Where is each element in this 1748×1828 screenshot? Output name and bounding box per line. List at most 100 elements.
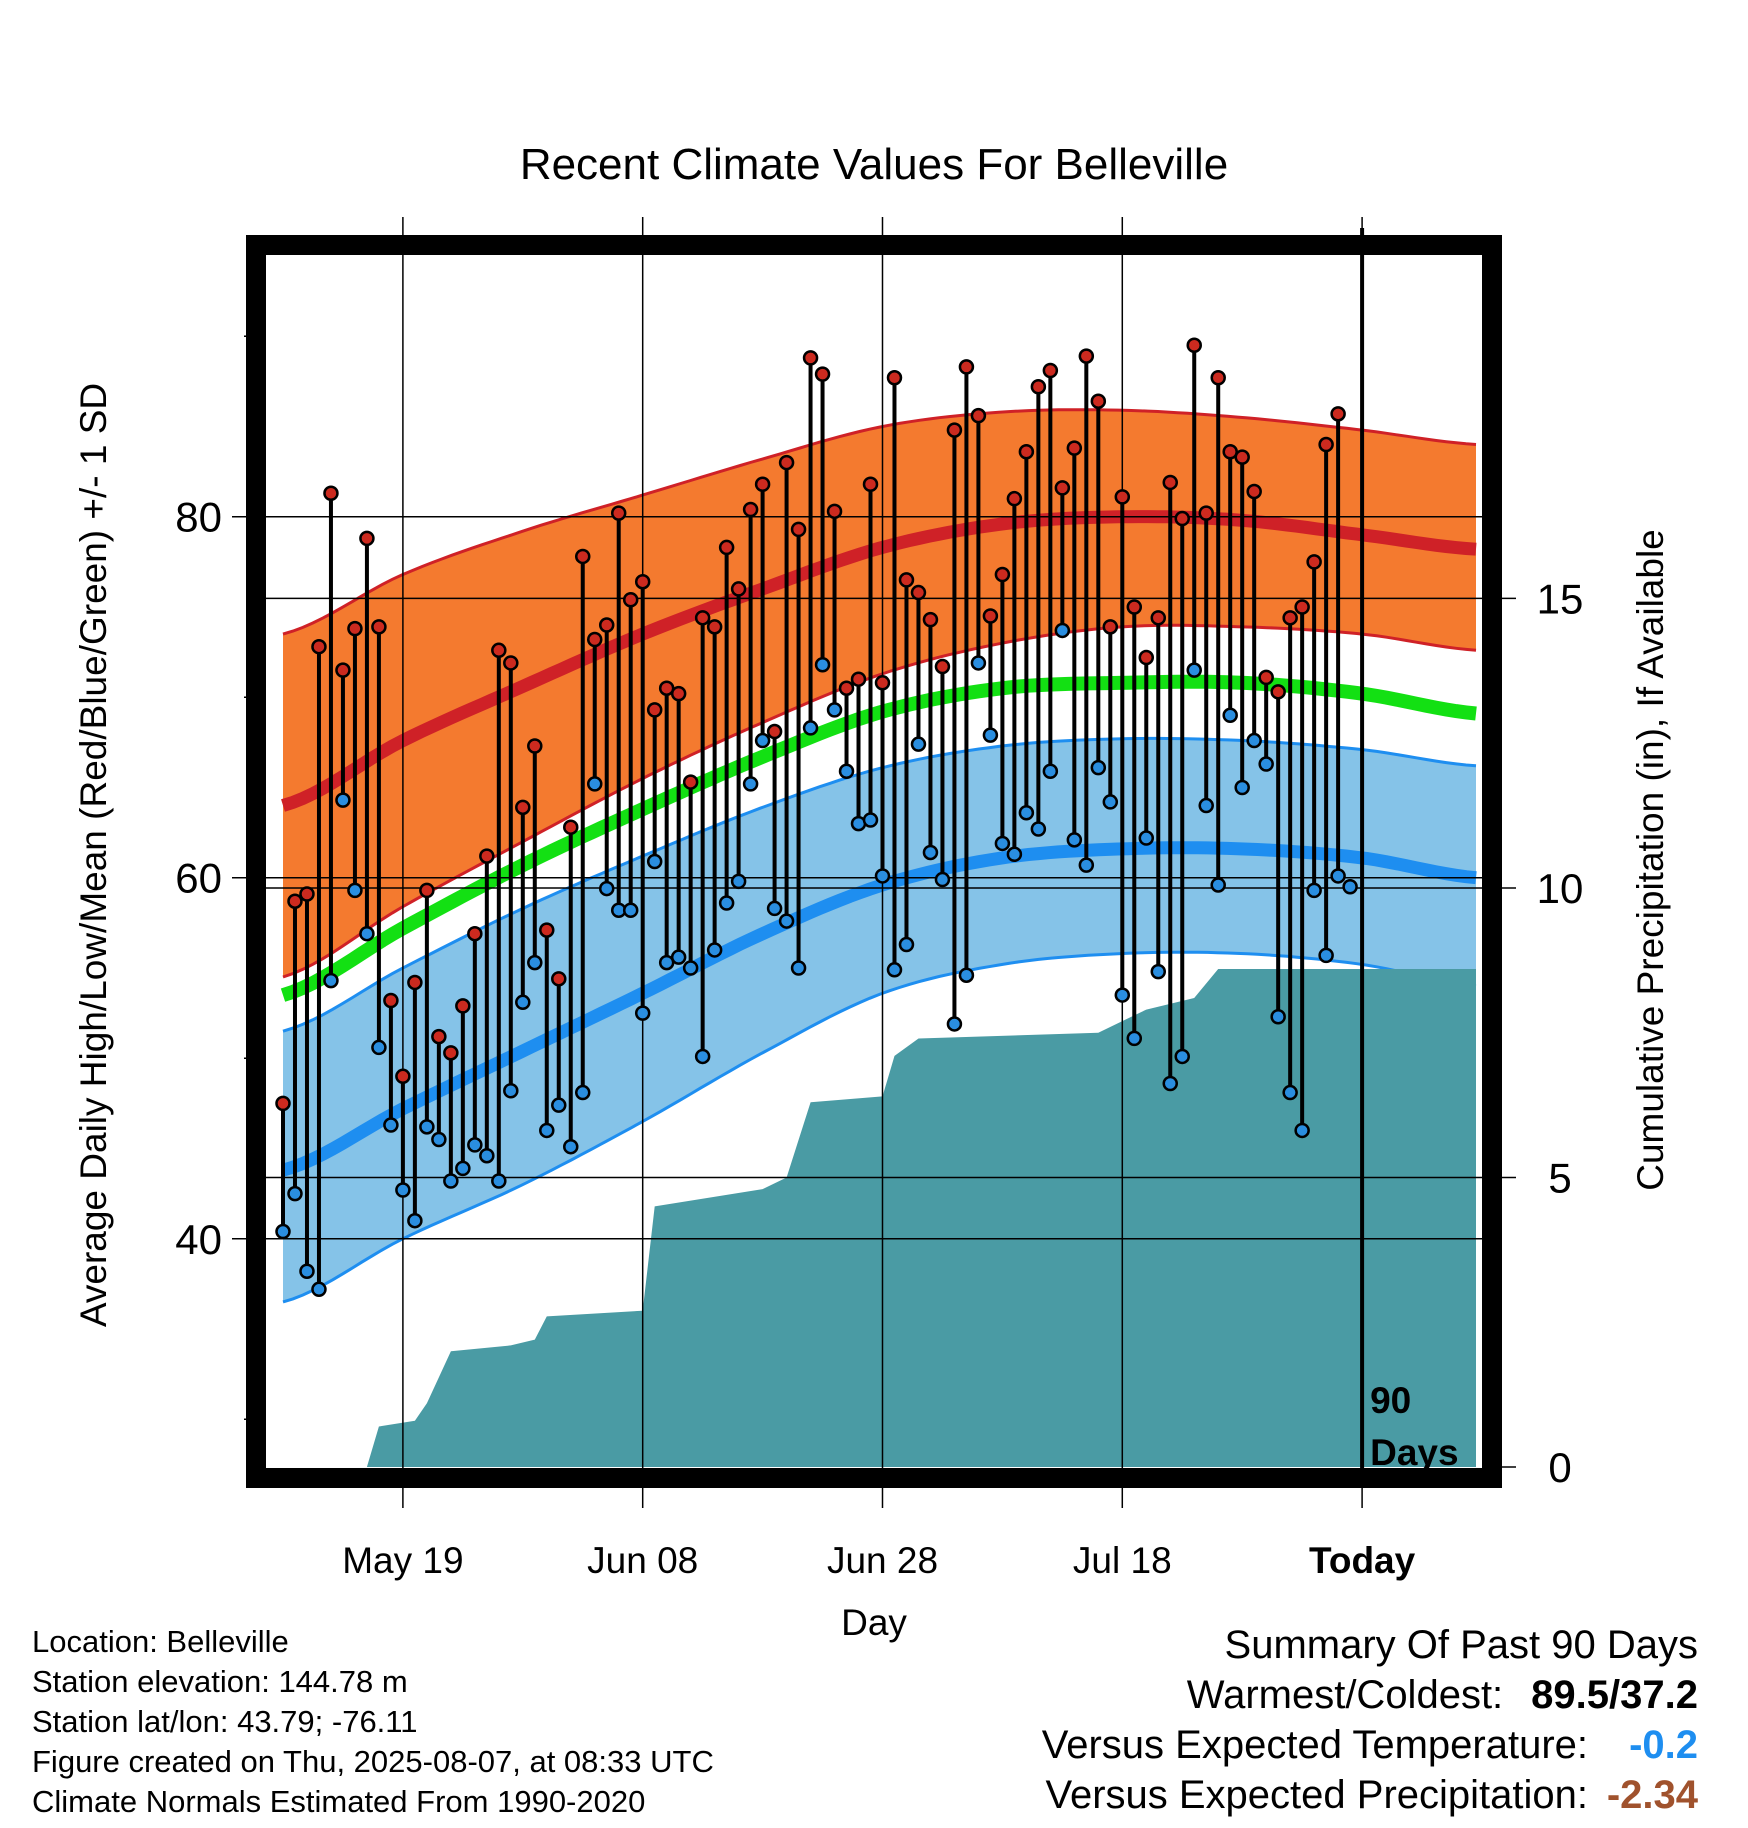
daily-low-point [1258,756,1274,772]
daily-high-point [1282,610,1298,626]
y2-tick-label: 15 [1537,575,1584,622]
daily-high-point [1246,483,1262,500]
station-info: Location: Belleville Station elevation: … [32,1622,714,1822]
daily-high-point [694,610,711,626]
daily-low-point [922,844,939,861]
daily-low-point [383,1117,399,1133]
daily-low-point [982,727,999,743]
summary-temp-value: -0.2 [1629,1723,1698,1767]
daily-low-point [814,656,831,673]
daily-low-point [934,871,951,888]
daily-high-point [994,566,1011,583]
daily-low-point [1066,832,1083,848]
daily-high-point [275,1095,291,1112]
daily-high-point [1114,489,1131,505]
daily-high-point [515,799,531,816]
y-axis-label: Average Daily High/Low/Mean (Red/Blue/Gr… [73,383,114,1327]
daily-high-point [1006,490,1023,507]
daily-low-point [1102,794,1119,810]
summary-warmest-value: 89.5/37.2 [1531,1673,1698,1717]
daily-high-point [814,366,831,382]
daily-high-point [551,971,567,987]
daily-high-point [1018,444,1035,460]
daily-low-point [1030,821,1047,837]
daily-low-point [1162,1075,1179,1092]
daily-low-point [551,1097,567,1113]
daily-low-point [778,913,795,929]
daily-low-point [946,1016,963,1032]
daily-high-point [1174,510,1190,527]
daily-high-point [1198,505,1214,521]
daily-high-point [335,662,351,678]
daily-high-point [1066,440,1083,456]
daily-low-point [311,1281,327,1298]
daily-low-point [1246,732,1262,749]
info-location: Location: Belleville [32,1624,289,1659]
daily-high-point [539,922,555,938]
daily-low-point [718,895,735,911]
daily-low-point [527,954,543,971]
marker-label-line: 90 [1370,1380,1411,1421]
daily-low-point [1054,622,1071,639]
daily-high-point [610,505,627,521]
daily-low-point [622,902,639,918]
daily-low-point [1198,797,1214,814]
daily-low-point [910,736,927,752]
daily-low-point [455,1160,471,1177]
summary-temp-row: Versus Expected Temperature: -0.2 [1042,1720,1698,1770]
daily-low-point [574,1084,591,1101]
daily-high-point [970,407,987,424]
daily-high-point [718,539,735,556]
daily-low-point [323,972,339,989]
daily-low-point [359,925,375,942]
daily-high-point [958,359,975,375]
daily-high-point [359,530,375,547]
daily-low-point [886,962,903,978]
daily-low-point [706,942,723,958]
daily-low-point [994,835,1011,852]
daily-low-point [1006,846,1023,863]
daily-low-point [503,1082,519,1099]
daily-high-point [407,974,423,991]
daily-high-point [670,685,687,702]
daily-low-point [898,936,915,953]
daily-low-point [299,1263,315,1279]
daily-high-point [898,572,915,588]
daily-low-point [1042,763,1059,779]
daily-high-point [323,485,339,502]
daily-low-point [670,949,687,965]
daily-low-point [1306,882,1322,899]
chart-title: Recent Climate Values For Belleville [520,140,1228,189]
daily-high-point [1330,406,1346,422]
daily-high-point [1258,669,1274,686]
x-tick-label: Jun 08 [587,1540,698,1581]
daily-high-point [682,774,699,790]
daily-high-point [455,998,471,1014]
daily-high-point [371,619,387,635]
daily-high-point [910,584,927,601]
daily-low-point [634,1005,651,1021]
daily-high-point [383,992,399,1009]
daily-low-point [1234,779,1250,796]
y-tick-label: 60 [175,855,222,902]
daily-high-point [1186,337,1202,354]
low-temp-band [283,738,1476,1302]
daily-low-point [287,1185,303,1202]
daily-low-point [802,720,819,736]
daily-low-point [1318,947,1334,964]
daily-high-point [742,501,759,518]
info-created: Figure created on Thu, 2025-08-07, at 08… [32,1744,714,1779]
daily-low-point [347,882,363,899]
daily-low-point [1270,1008,1286,1025]
daily-low-point [682,960,699,976]
daily-high-point [1306,554,1322,570]
plot-area [266,255,1482,1468]
summary-warmest-row: Warmest/Coldest: 89.5/37.2 [1042,1670,1698,1720]
daily-low-point [1126,1030,1143,1047]
daily-low-point [874,868,891,884]
daily-high-point [287,893,303,909]
info-latlon: Station lat/lon: 43.79; -76.11 [32,1704,418,1739]
daily-high-point [431,1028,447,1045]
summary-panel: Summary Of Past 90 Days Warmest/Coldest:… [1042,1620,1698,1820]
